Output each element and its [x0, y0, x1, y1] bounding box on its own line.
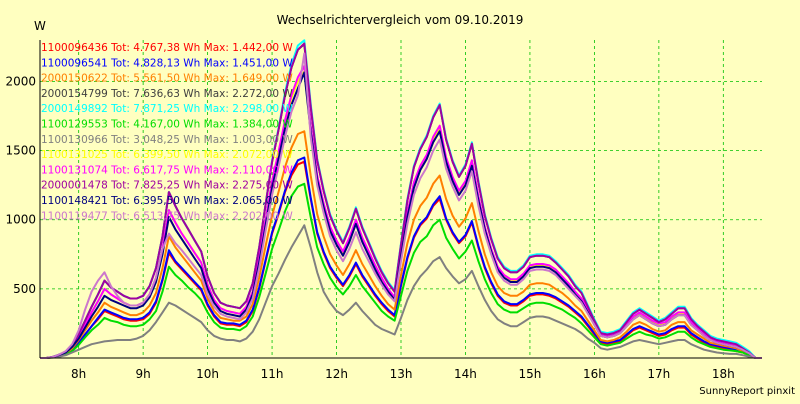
x-tick-label: 9h: [136, 367, 151, 381]
x-tick-label: 11h: [261, 367, 284, 381]
x-tick-label: 12h: [325, 367, 348, 381]
series-line-2000150622: [40, 130, 762, 359]
axes: [39, 40, 762, 359]
x-tick-label: 14h: [454, 367, 477, 381]
legend-entry-1100096541: 1100096541 Tot: 4.828,13 Wh Max: 1.451,0…: [41, 57, 293, 69]
series-line-1100130966: [40, 224, 762, 359]
legend-entry-2000149892: 2000149892 Tot: 7.871,25 Wh Max: 2.298,0…: [41, 103, 293, 115]
series-line-2000001478: [40, 42, 762, 359]
legend-entry-2000150622: 2000150622 Tot: 5.561,50 Wh Max: 1.649,0…: [41, 73, 293, 85]
legend-entry-1100131025: 1100131025 Tot: 6.399,50 Wh Max: 2.072,0…: [41, 149, 293, 161]
legend-entry-1100096436: 1100096436 Tot: 4.767,38 Wh Max: 1.442,0…: [41, 42, 293, 54]
y-tick-label: 1500: [5, 144, 36, 158]
x-tick-label: 13h: [390, 367, 413, 381]
legend-entry-1100129553: 1100129553 Tot: 4.167,00 Wh Max: 1.384,0…: [41, 119, 293, 131]
x-tick-label: 15h: [518, 367, 541, 381]
x-tick-label: 18h: [712, 367, 735, 381]
series-line-1100096541: [40, 156, 762, 359]
series-line-1100129553: [40, 182, 762, 359]
legend-entry-1100148421: 1100148421 Tot: 6.395,50 Wh Max: 2.065,0…: [41, 195, 293, 207]
legend-entry-2000001478: 2000001478 Tot: 7.825,25 Wh Max: 2.275,0…: [41, 180, 293, 192]
x-tick-label: 8h: [71, 367, 86, 381]
legend-entry-1100130966: 1100130966 Tot: 3.048,25 Wh Max: 1.003,0…: [41, 134, 293, 146]
x-tick-label: 17h: [647, 367, 670, 381]
footer-credit: SunnyReport pinxit: [699, 386, 795, 397]
x-tick-label: 16h: [583, 367, 606, 381]
legend-entry-1100131074: 1100131074 Tot: 6.617,75 Wh Max: 2.110,0…: [41, 164, 293, 176]
y-axis-label: W: [34, 19, 46, 33]
legend-entry-2000154799: 2000154799 Tot: 7.636,63 Wh Max: 2.272,0…: [41, 88, 293, 100]
legend: 1100096436 Tot: 4.767,38 Wh Max: 1.442,0…: [41, 42, 293, 222]
legend-entry-1100119477: 1100119477 Tot: 6.513,75 Wh Max: 2.202,0…: [41, 210, 293, 222]
y-tick-label: 2000: [5, 74, 36, 88]
chart-title: Wechselrichtervergleich vom 09.10.2019: [277, 13, 524, 27]
series-line-1100119477: [40, 52, 762, 359]
y-tick-label: 500: [13, 282, 36, 296]
y-tick-label: 1000: [5, 213, 36, 227]
series-lines: [40, 39, 762, 359]
tick-labels: 8h 9h 10h 11h 12h 13h 14h 15h 16h 17h 18h 500 1000 15…: [5, 74, 734, 381]
x-tick-label: 10h: [196, 367, 219, 381]
